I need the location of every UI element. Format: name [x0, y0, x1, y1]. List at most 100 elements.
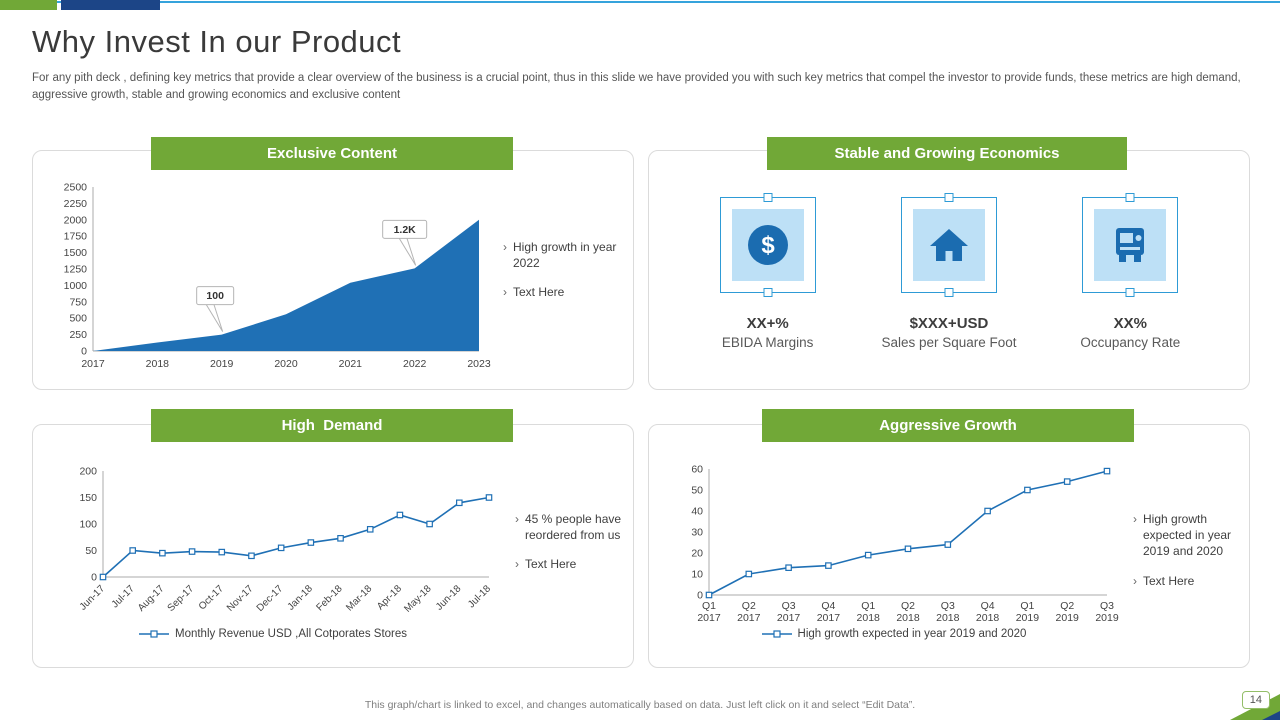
top-accent-navy-bar: [61, 0, 160, 10]
svg-text:1250: 1250: [64, 264, 88, 276]
exclusive-content-chart[interactable]: 0 250 500 750 1000 1250 1500 1750 2000 2250 2500 20…: [41, 177, 493, 377]
footer-note: This graph/chart is linked to excel, and…: [364, 699, 916, 711]
section-header-high-demand: High Demand: [151, 409, 513, 442]
bullet-text: High growth in year 2022: [513, 240, 617, 271]
svg-text:Feb-18: Feb-18: [314, 583, 344, 613]
metric-label: EBIDA Margins: [721, 335, 814, 350]
metric-label: Sales per Square Foot: [881, 335, 1017, 350]
svg-text:Q4: Q4: [821, 600, 835, 612]
bullet-text: High growth expected in year 2019 and 20…: [1143, 512, 1232, 559]
svg-text:250: 250: [69, 329, 87, 341]
svg-text:60: 60: [691, 464, 703, 476]
svg-text:20: 20: [691, 548, 703, 560]
chevron-bullet-icon: ›: [1133, 573, 1137, 588]
high-demand-chart[interactable]: 0 50 100 150 200 Jun-17 Jul-17 Aug-17 Sep-17 Oct-…: [63, 459, 503, 629]
bullet-list: › High growth expected in year 2019 and …: [1133, 511, 1245, 589]
metric-ebida-margins: $ XX+% EBIDA Margins: [678, 193, 858, 350]
svg-text:May-18: May-18: [402, 583, 434, 615]
chart-legend: Monthly Revenue USD ,All Cotporates Stor…: [53, 628, 493, 640]
card-exclusive-content: 0 250 500 750 1000 1250 1500 1750 2000 2250 2500 20…: [32, 150, 634, 390]
selection-handle: [944, 288, 954, 297]
metric-value: XX%: [1113, 315, 1147, 332]
bullet-list: › 45 % people have reordered from us › T…: [515, 511, 627, 573]
selection-handle: [1125, 288, 1135, 297]
svg-text:2018: 2018: [857, 612, 881, 624]
svg-text:2018: 2018: [976, 612, 1000, 624]
svg-text:2017: 2017: [817, 612, 841, 624]
occupancy-icon: [1094, 209, 1167, 281]
svg-text:10: 10: [691, 569, 703, 581]
svg-text:Mar-18: Mar-18: [344, 583, 374, 613]
svg-text:2500: 2500: [64, 182, 88, 194]
chart-legend: High growth expected in year 2019 and 20…: [669, 628, 1119, 640]
svg-text:Nov-17: Nov-17: [225, 583, 256, 614]
bullet-item: › High growth in year 2022: [503, 239, 629, 271]
metric-label: Occupancy Rate: [1080, 335, 1181, 350]
bullet-item: › 45 % people have reordered from us: [515, 511, 627, 543]
svg-text:2023: 2023: [467, 358, 491, 370]
svg-text:2000: 2000: [64, 214, 88, 226]
selection-handle: [763, 288, 773, 297]
corner-navy-triangle: [1262, 711, 1280, 720]
metric-sales-per-sqft: $XXX+USD Sales per Square Foot: [859, 193, 1039, 350]
page-subtitle: For any pith deck , defining key metrics…: [32, 72, 1241, 102]
top-accent-line: [0, 1, 1280, 3]
svg-text:1750: 1750: [64, 231, 88, 243]
svg-text:Jul-17: Jul-17: [110, 583, 137, 610]
legend-text: Monthly Revenue USD ,All Cotporates Stor…: [174, 628, 408, 640]
svg-text:Q1: Q1: [861, 600, 875, 612]
chevron-bullet-icon: ›: [515, 557, 519, 572]
svg-text:1000: 1000: [64, 280, 88, 292]
svg-text:Apr-18: Apr-18: [375, 583, 404, 612]
svg-text:40: 40: [691, 506, 703, 518]
section-header-stable-economics: Stable and Growing Economics: [767, 137, 1127, 170]
bullet-item: › Text Here: [515, 556, 627, 572]
svg-text:0: 0: [81, 346, 87, 358]
svg-text:Dec-17: Dec-17: [255, 583, 286, 614]
bullet-text: Text Here: [525, 557, 577, 572]
page-number: 14: [1241, 691, 1270, 709]
svg-text:Jul-18: Jul-18: [466, 583, 493, 610]
bullet-text: Text Here: [1143, 573, 1195, 588]
svg-text:2017: 2017: [81, 358, 105, 370]
svg-text:2018: 2018: [146, 358, 170, 370]
icon-frame: [1082, 193, 1179, 297]
svg-text:2250: 2250: [64, 198, 88, 210]
selection-handle: [763, 193, 773, 202]
top-accent-green-bar: [0, 0, 57, 10]
svg-text:2017: 2017: [697, 612, 721, 624]
svg-text:500: 500: [69, 313, 87, 325]
svg-text:Q2: Q2: [1060, 600, 1074, 612]
svg-text:200: 200: [79, 466, 97, 478]
icon-frame: $: [719, 193, 816, 297]
svg-text:Jun-17: Jun-17: [78, 583, 108, 613]
chevron-bullet-icon: ›: [515, 512, 519, 526]
svg-text:2017: 2017: [737, 612, 761, 624]
card-high-demand: 0 50 100 150 200 Jun-17 Jul-17 Aug-17 Sep-17 Oct-…: [32, 424, 634, 668]
svg-text:2019: 2019: [1016, 612, 1040, 624]
svg-text:2022: 2022: [403, 358, 427, 370]
bullet-item: › High growth expected in year 2019 and …: [1133, 511, 1245, 560]
card-stable-economics: $ XX+% EBIDA Margins $XXX: [648, 150, 1250, 390]
svg-text:30: 30: [691, 527, 703, 539]
aggressive-growth-chart[interactable]: 0102030405060Q12017Q22017Q32017Q42017Q12…: [675, 457, 1125, 633]
svg-text:2020: 2020: [274, 358, 298, 370]
legend-marker-icon: [138, 630, 169, 638]
svg-text:2019: 2019: [1095, 612, 1119, 624]
svg-text:Q2: Q2: [742, 600, 756, 612]
icon-frame: [900, 193, 997, 297]
svg-text:100: 100: [206, 290, 224, 302]
metric-occupancy-rate: XX% Occupancy Rate: [1040, 193, 1220, 350]
chevron-bullet-icon: ›: [1133, 512, 1137, 526]
svg-text:Sep-17: Sep-17: [166, 583, 197, 614]
svg-text:2018: 2018: [896, 612, 920, 624]
svg-text:Q3: Q3: [1100, 600, 1114, 612]
svg-text:2021: 2021: [339, 358, 363, 370]
legend-marker-icon: [761, 630, 792, 638]
bullet-text: 45 % people have reordered from us: [525, 512, 622, 543]
svg-text:0: 0: [91, 572, 97, 584]
svg-text:50: 50: [85, 545, 97, 557]
svg-text:Q3: Q3: [941, 600, 955, 612]
svg-text:150: 150: [79, 492, 97, 504]
